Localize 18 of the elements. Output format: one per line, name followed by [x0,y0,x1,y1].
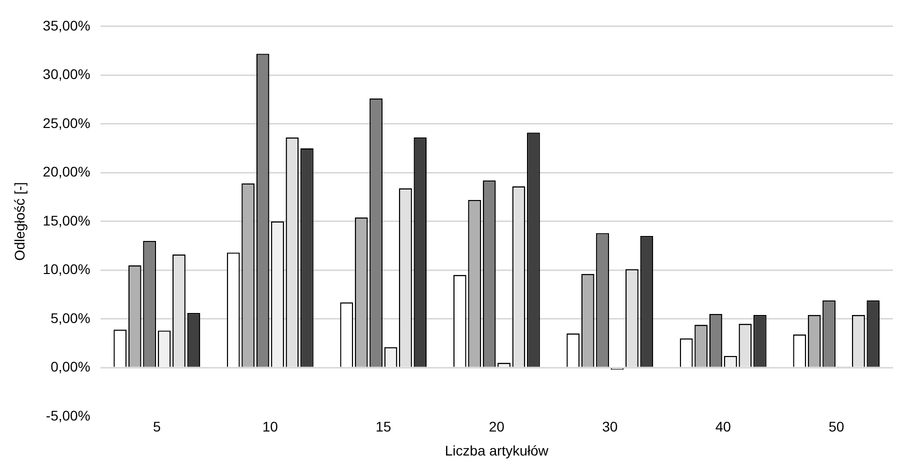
y-tick-label: 15,00% [42,212,90,228]
y-tick-label: -5,00% [46,407,90,424]
y-tick-label: 30,00% [42,66,90,82]
y-tick-label: 35,00% [42,17,90,34]
x-tick-label: 5 [153,418,162,435]
x-tick-label: 40 [715,418,732,435]
y-tick-label: 0,00% [50,358,90,375]
x-tick-label: 20 [488,418,505,435]
x-tick-label: 15 [376,418,392,435]
y-tick-label: 20,00% [42,164,90,180]
x-tick-label: 30 [602,418,618,435]
x-axis-title: Liczba artykułów [444,442,550,458]
y-tick-label: 5,00% [50,310,90,326]
y-axis-title: Odległość [-] [11,182,28,261]
y-tick-label: 25,00% [42,114,90,131]
x-tick-label: 50 [828,418,844,435]
x-tick-label: 10 [262,418,278,435]
y-tick-label: 10,00% [42,261,90,278]
